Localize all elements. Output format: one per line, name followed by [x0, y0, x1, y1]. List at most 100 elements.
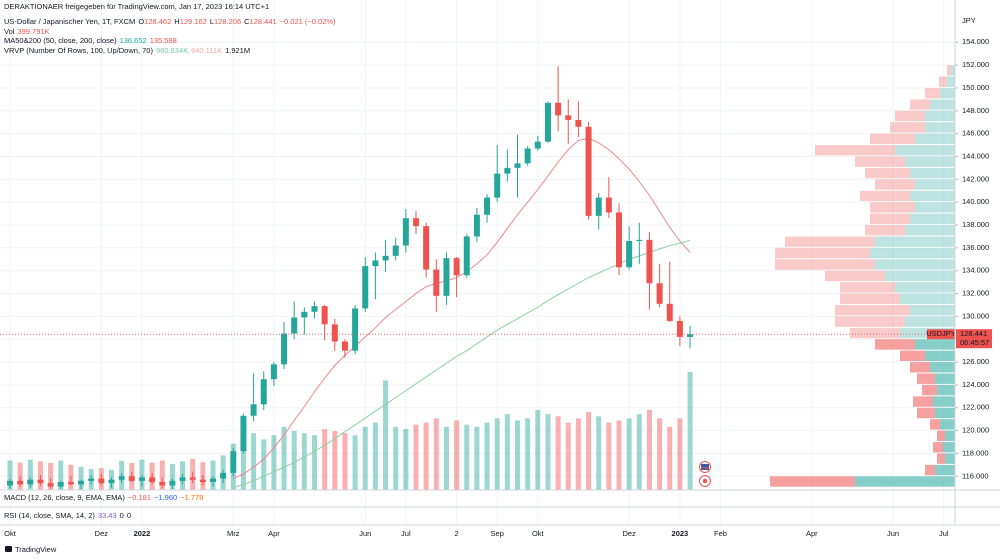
y-tick-label: 132.000	[962, 289, 989, 298]
macd-label: MACD (12, 26, close, 9, EMA, EMA)	[4, 493, 125, 502]
candle-body	[88, 478, 95, 481]
profile-up	[947, 76, 955, 87]
logo[interactable]: TradingView	[5, 545, 57, 554]
symbol-label: USDJPY	[926, 329, 956, 338]
volume-bar	[383, 380, 389, 490]
candle-body	[230, 451, 237, 473]
profile-down	[925, 87, 940, 99]
event-icons[interactable]	[699, 461, 711, 487]
change: −0.021 (−0.02%)	[280, 17, 336, 26]
legend-row: Vol 399.791K	[4, 27, 50, 36]
profile-down	[825, 270, 885, 282]
y-tick-label: 130.000	[962, 311, 989, 320]
y-tick-label: 150.000	[962, 83, 989, 92]
y-tick-label: 124.000	[962, 380, 989, 389]
symbol: US-Dollar / Japanischer Yen, 1T, FXCM	[4, 17, 135, 26]
candle-body	[210, 478, 216, 483]
candle-body	[128, 476, 135, 481]
volume-bar	[362, 426, 368, 490]
volume-bar	[575, 418, 581, 490]
profile-up	[900, 293, 955, 304]
candle-body	[169, 480, 176, 486]
volume-bar	[565, 422, 571, 490]
vrvp-label: VRVP (Number Of Rows, 100, Up/Down, 70)	[4, 46, 153, 55]
profile-down	[855, 156, 905, 167]
rsi-value: 0	[127, 511, 131, 520]
moving-average-line	[233, 239, 691, 489]
profile-down	[775, 259, 875, 270]
volume-value: 399.791K	[17, 27, 49, 36]
candle-body	[352, 308, 359, 351]
volume-bar	[413, 424, 419, 490]
volume-bar	[494, 418, 500, 490]
x-tick-label: Okt	[4, 529, 17, 538]
volume-bar	[545, 414, 551, 490]
profile-up	[940, 87, 955, 99]
volume-bar	[240, 431, 246, 490]
profile-down	[930, 419, 940, 430]
candle-body	[362, 266, 369, 309]
volume-bar	[474, 426, 480, 490]
profile-up	[895, 282, 955, 293]
ohlc-value: 129.162	[180, 17, 207, 26]
volume-profile	[770, 65, 955, 487]
candle-body	[494, 173, 501, 198]
candle-body	[27, 479, 34, 485]
profile-down	[785, 236, 875, 247]
profile-down	[933, 442, 943, 453]
candle-body	[605, 197, 612, 213]
volume-bar	[7, 460, 13, 490]
profile-up	[875, 236, 955, 247]
profile-down	[939, 76, 947, 87]
rsi-value: 33.43	[98, 511, 117, 520]
volume-bar	[606, 422, 612, 490]
profile-up	[875, 259, 955, 270]
candle-body	[321, 306, 328, 325]
profile-up	[905, 316, 955, 327]
volume-bar	[251, 433, 257, 490]
volume-bar	[159, 460, 165, 490]
volume-bar	[586, 412, 592, 490]
candle-body	[240, 415, 247, 452]
candle-body	[524, 148, 531, 164]
x-tick-label: Feb	[714, 529, 727, 538]
profile-down	[922, 384, 937, 396]
profile-up	[915, 133, 955, 145]
profile-up	[870, 247, 955, 259]
ma-value: 136.652	[120, 36, 147, 45]
candle-body	[7, 480, 13, 486]
volume-bar	[687, 372, 693, 490]
y-tick-label: 118.000	[962, 448, 989, 457]
legend-row: MA50&200 (50, close, 200, close) 136.652 1…	[4, 36, 177, 45]
profile-up	[855, 476, 955, 487]
volume-bar	[667, 426, 673, 490]
volume-bar	[372, 422, 378, 490]
macd-value: −1.778	[180, 493, 203, 502]
candle-body	[463, 236, 470, 276]
candle-body	[443, 258, 450, 296]
profile-up	[945, 453, 955, 464]
candle-body	[666, 303, 673, 321]
rsi-label: RSI (14, close, SMA, 14, 2)	[4, 511, 95, 520]
candle-body	[575, 119, 582, 127]
candle-body	[67, 482, 74, 485]
volume-bar	[48, 463, 54, 490]
volume-bar	[626, 418, 632, 490]
x-tick-label: Jul	[401, 529, 411, 538]
candle-body	[220, 472, 227, 479]
y-tick-label: 122.000	[962, 403, 989, 412]
profile-down	[937, 430, 945, 442]
x-tick-label: Mrz	[227, 529, 240, 538]
candle-body	[413, 218, 419, 227]
volume-bar	[301, 433, 307, 490]
profile-up	[935, 407, 955, 419]
volume-bar	[464, 424, 470, 490]
macd-value: −1.960	[154, 493, 177, 502]
profile-up	[905, 156, 955, 167]
profile-up	[925, 122, 955, 133]
candle-body	[595, 197, 602, 216]
volume-bar	[646, 409, 652, 490]
profile-up	[910, 304, 955, 316]
